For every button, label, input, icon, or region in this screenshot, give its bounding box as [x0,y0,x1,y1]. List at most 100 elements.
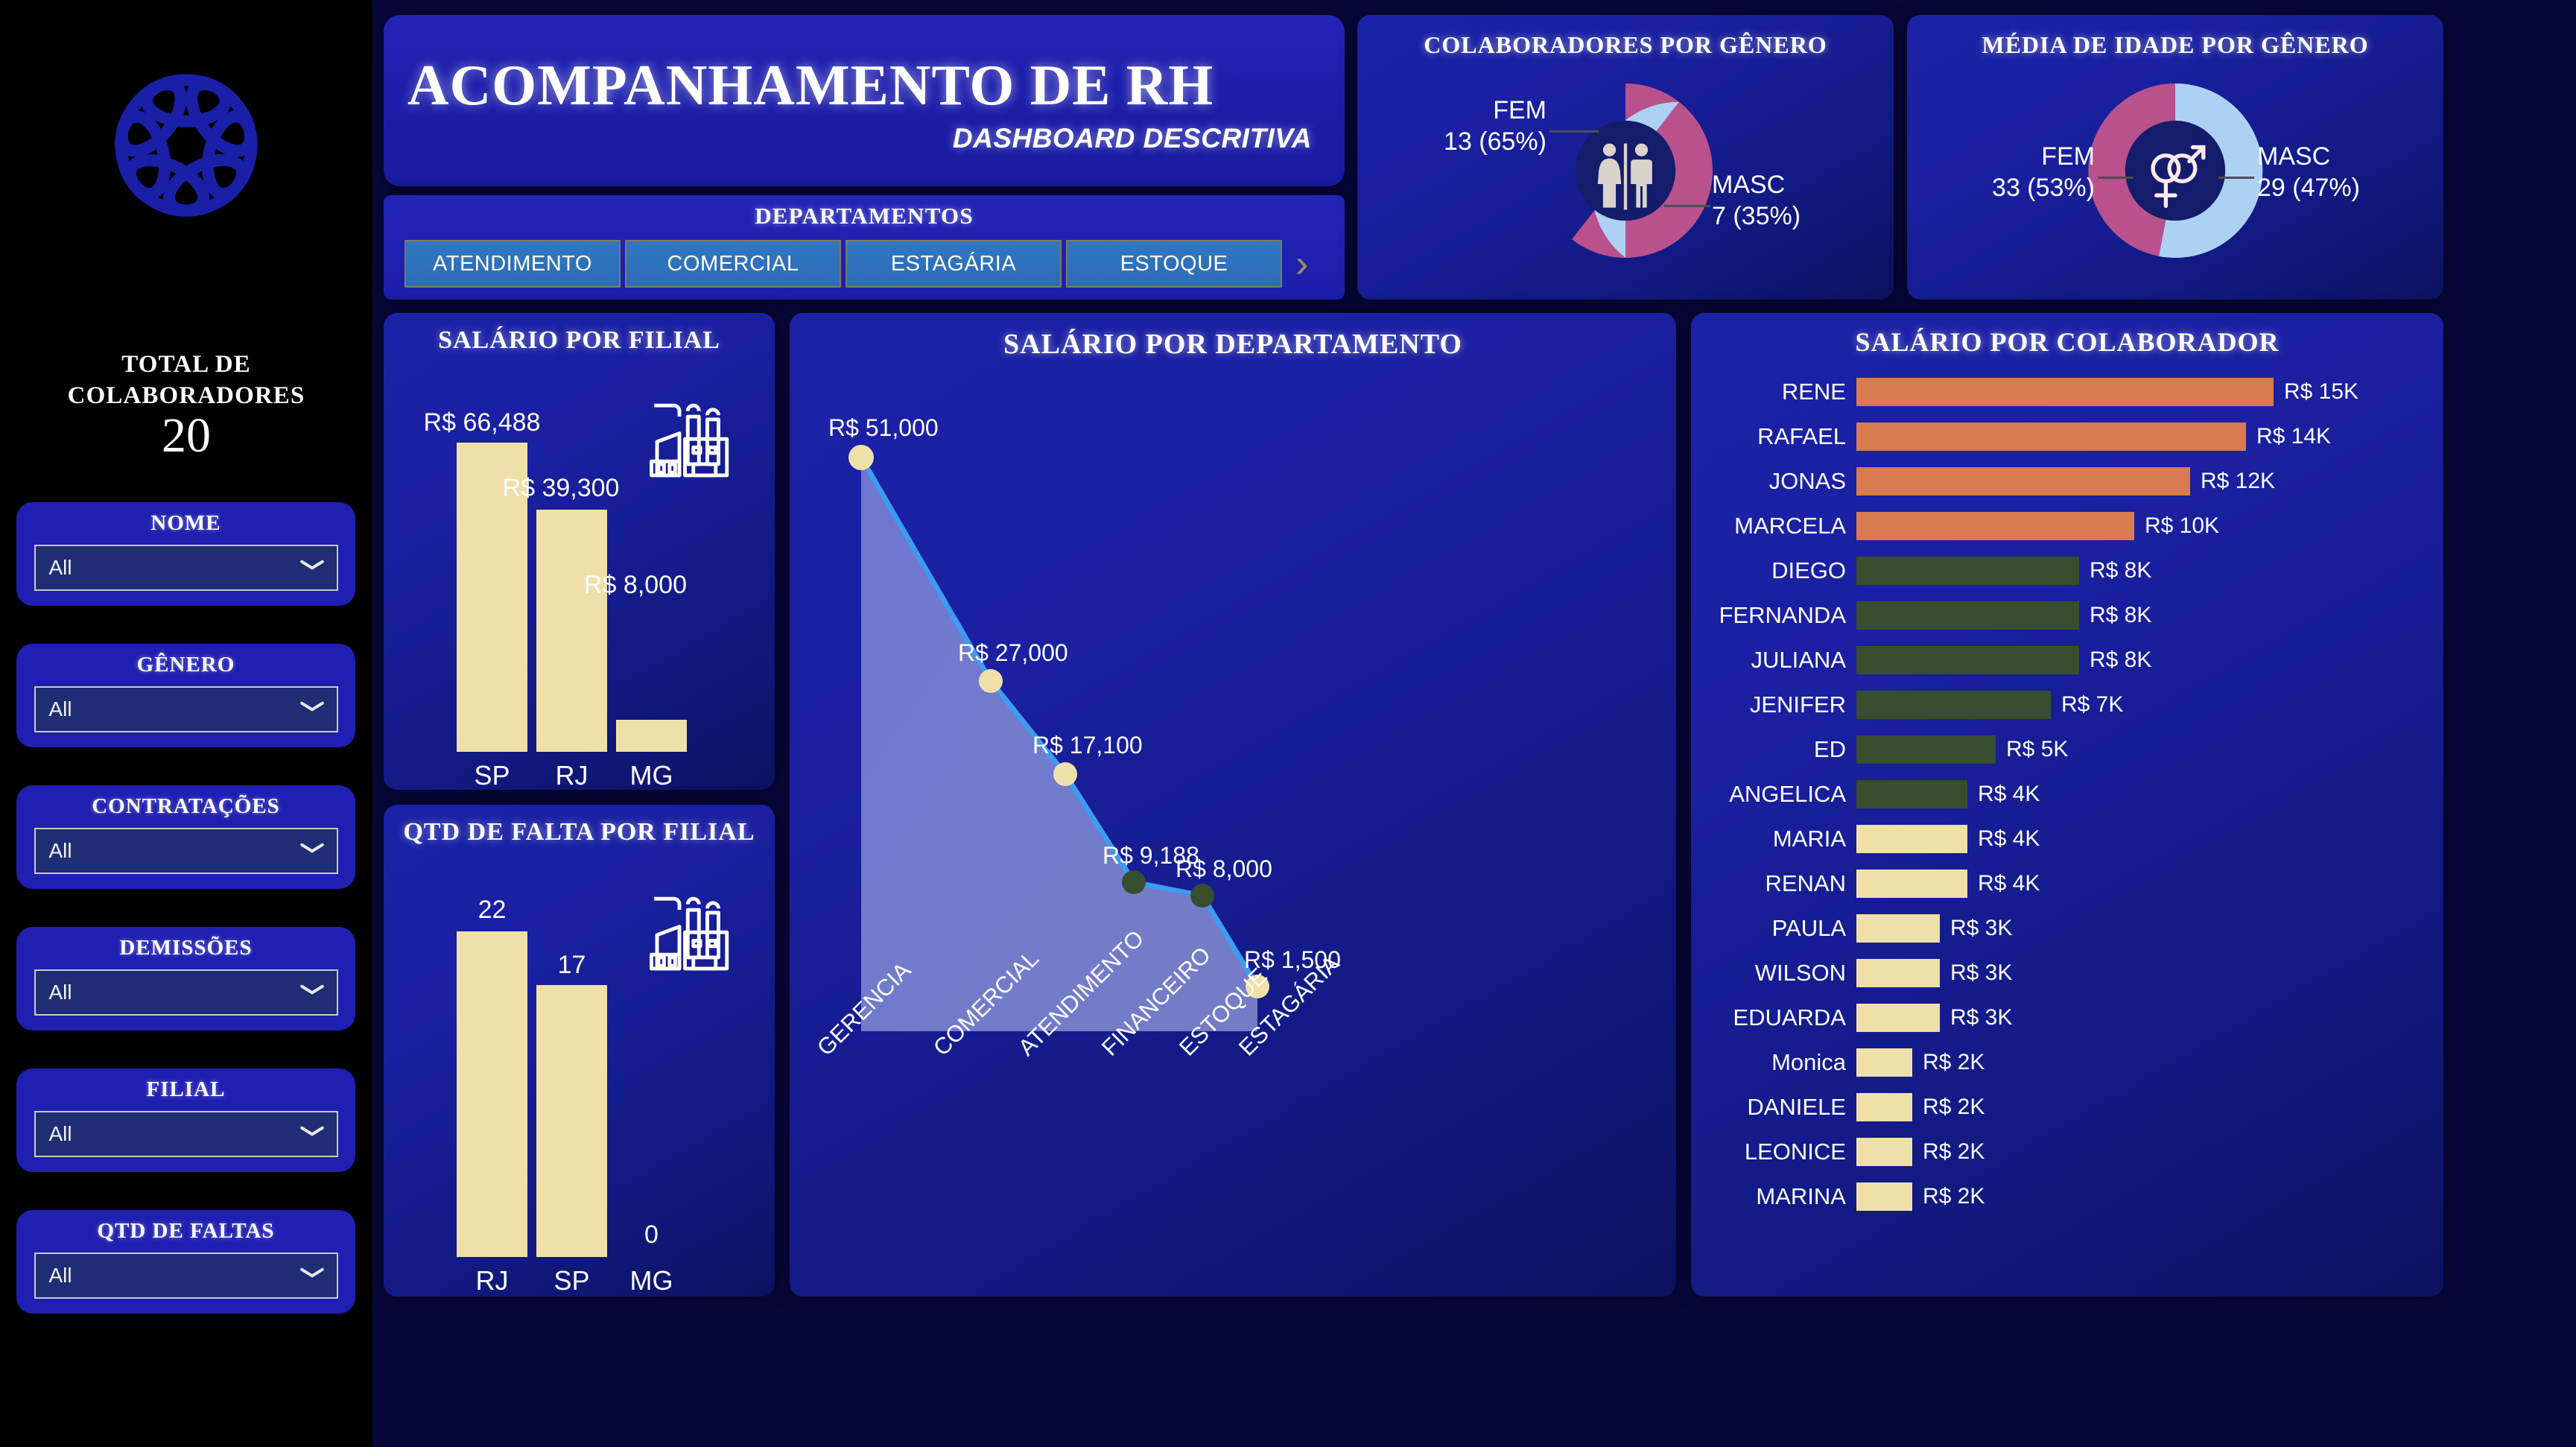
qtd-falta-plot: 22 RJ 17 SP 0 MG [384,846,775,1338]
falta-bar-rj[interactable] [457,931,527,1257]
colaborador-bar[interactable] [1856,914,1940,943]
filter-nome-dropdown[interactable]: All [34,545,338,591]
area-marker-atendimento [1053,762,1077,786]
gender-symbols-icon [2151,145,2206,209]
colaborador-bar[interactable] [1856,870,1967,898]
idade-masc-value: 29 (47%) [2257,174,2360,202]
filial-bar-sp[interactable] [457,443,527,752]
falta-bar-sp[interactable] [536,985,607,1257]
colaborador-name: EDUARDA [1733,1004,1846,1030]
colaborador-row[interactable]: JENIFER R$ 7K [1691,687,2443,723]
colaborador-bar[interactable] [1856,378,2274,406]
filter-genero-dropdown[interactable]: All [34,686,338,732]
colaborador-value: R$ 3K [1950,960,2013,985]
colaborador-bar[interactable] [1856,512,2134,540]
filter-nome[interactable]: NOME All [16,502,355,606]
media-idade-por-genero-card: MÉDIA DE IDADE POR GÊNERO [1907,15,2443,300]
colaborador-bar[interactable] [1856,601,2079,630]
filter-qtd-faltas[interactable]: QTD DE FALTAS All [16,1210,355,1314]
colaborador-name: FERNANDA [1719,602,1846,628]
dept-button-comercial[interactable]: COMERCIAL [625,240,841,288]
colaborador-row[interactable]: WILSON R$ 3K [1691,955,2443,991]
colaborador-name: WILSON [1754,960,1846,986]
colaborador-row[interactable]: MARINA R$ 2K [1691,1179,2443,1215]
donut-chart-idade [2088,83,2263,258]
colaborador-bar[interactable] [1856,691,2051,719]
falta-cat-rj: RJ [475,1265,509,1296]
filter-demissoes-title: DEMISSÕES [119,936,253,960]
colaborador-bar[interactable] [1856,1004,1940,1032]
dept-button-atendimento[interactable]: ATENDIMENTO [405,240,621,288]
colaborador-name: JENIFER [1749,691,1846,718]
chevron-down-icon [299,561,325,574]
falta-value-sp: 17 [557,951,586,979]
colaborador-row[interactable]: RENE R$ 15K [1691,374,2443,410]
filial-bar-rj[interactable] [536,510,607,752]
filter-contratacoes-title: CONTRATAÇÕES [92,794,280,818]
chevron-down-icon [299,844,325,858]
falta-cat-sp: SP [553,1265,590,1296]
chevron-right-icon[interactable]: › [1295,242,1309,285]
colaborador-bar[interactable] [1856,646,2079,674]
colaborador-name: RENE [1781,379,1846,405]
colaborador-row[interactable]: JONAS R$ 12K [1691,463,2443,499]
filter-genero[interactable]: GÊNERO All [16,644,355,747]
genero-fem-leader-line [1549,130,1599,133]
colaborador-bar[interactable] [1856,825,1967,853]
falta-cat-mg: MG [629,1265,673,1296]
chevron-down-icon [299,1127,325,1141]
filter-filial[interactable]: FILIAL All [16,1068,355,1172]
colaboradores-por-genero-plot: FEM 13 (65%) MASC 7 (35%) [1357,59,1894,282]
dept-button-estagaria[interactable]: ESTAGÁRIA [846,240,1062,288]
salario-por-departamento-card: SALÁRIO POR DEPARTAMENTO [790,313,1676,1296]
colaborador-row[interactable]: ANGELICA R$ 4K [1691,776,2443,812]
colaborador-row[interactable]: ED R$ 5K [1691,732,2443,767]
dept-button-estoque[interactable]: ESTOQUE [1066,240,1282,288]
filter-filial-dropdown[interactable]: All [34,1111,338,1157]
colaborador-row[interactable]: JULIANA R$ 8K [1691,642,2443,678]
colaborador-bar[interactable] [1856,735,1996,764]
colaborador-value: R$ 2K [1923,1095,1985,1119]
colaborador-bar[interactable] [1856,1093,1912,1121]
header-card: ACOMPANHAMENTO DE RH DASHBOARD DESCRITIV… [384,15,1345,186]
colaborador-name: MARINA [1756,1183,1846,1209]
colaborador-row[interactable]: PAULA R$ 3K [1691,911,2443,946]
filter-demissoes[interactable]: DEMISSÕES All [16,927,355,1030]
colaborador-bar[interactable] [1856,1182,1912,1211]
colaborador-bar[interactable] [1856,557,2079,585]
colaborador-row[interactable]: DANIELE R$ 2K [1691,1089,2443,1125]
colaborador-value: R$ 12K [2201,469,2276,493]
colaborador-row[interactable]: EDUARDA R$ 3K [1691,1000,2443,1036]
colaborador-bar[interactable] [1856,422,2246,451]
colaborador-value: R$ 8K [2090,603,2152,627]
filter-contratacoes-dropdown[interactable]: All [34,828,338,874]
colaborador-row[interactable]: RAFAEL R$ 14K [1691,419,2443,455]
colaborador-bar[interactable] [1856,1138,1912,1166]
filter-qtd-faltas-dropdown[interactable]: All [34,1253,338,1299]
idade-fem-callout: FEM 33 (53%) [1916,141,2095,203]
colaborador-row[interactable]: MARIA R$ 4K [1691,821,2443,857]
colaborador-bar[interactable] [1856,1048,1912,1077]
colaborador-row[interactable]: DIEGO R$ 8K [1691,553,2443,589]
colaborador-row[interactable]: RENAN R$ 4K [1691,866,2443,902]
colaborador-value: R$ 8K [2090,558,2152,583]
area-value-atendimento: R$ 17,100 [1032,732,1143,759]
colaborador-bar[interactable] [1856,467,2190,495]
filter-contratacoes[interactable]: CONTRATAÇÕES All [16,785,355,889]
filter-demissoes-dropdown[interactable]: All [34,969,338,1016]
filial-value-mg: R$ 8,000 [584,571,687,599]
colaborador-row[interactable]: Monica R$ 2K [1691,1045,2443,1080]
idade-masc-leader-line [2218,177,2254,179]
factory-icon [650,896,729,971]
page-subtitle: DASHBOARD DESCRITIVA [952,123,1312,153]
colaborador-row[interactable]: LEONICE R$ 2K [1691,1134,2443,1170]
colaborador-row[interactable]: MARCELA R$ 10K [1691,508,2443,544]
colaborador-bar[interactable] [1856,780,1967,808]
colaborador-value: R$ 4K [1978,782,2040,806]
filial-bar-mg[interactable] [616,720,687,752]
colaborador-row[interactable]: FERNANDA R$ 8K [1691,598,2443,633]
colaborador-name: DIEGO [1771,557,1846,583]
colaborador-bar[interactable] [1856,959,1940,987]
filter-nome-value: All [48,556,72,579]
